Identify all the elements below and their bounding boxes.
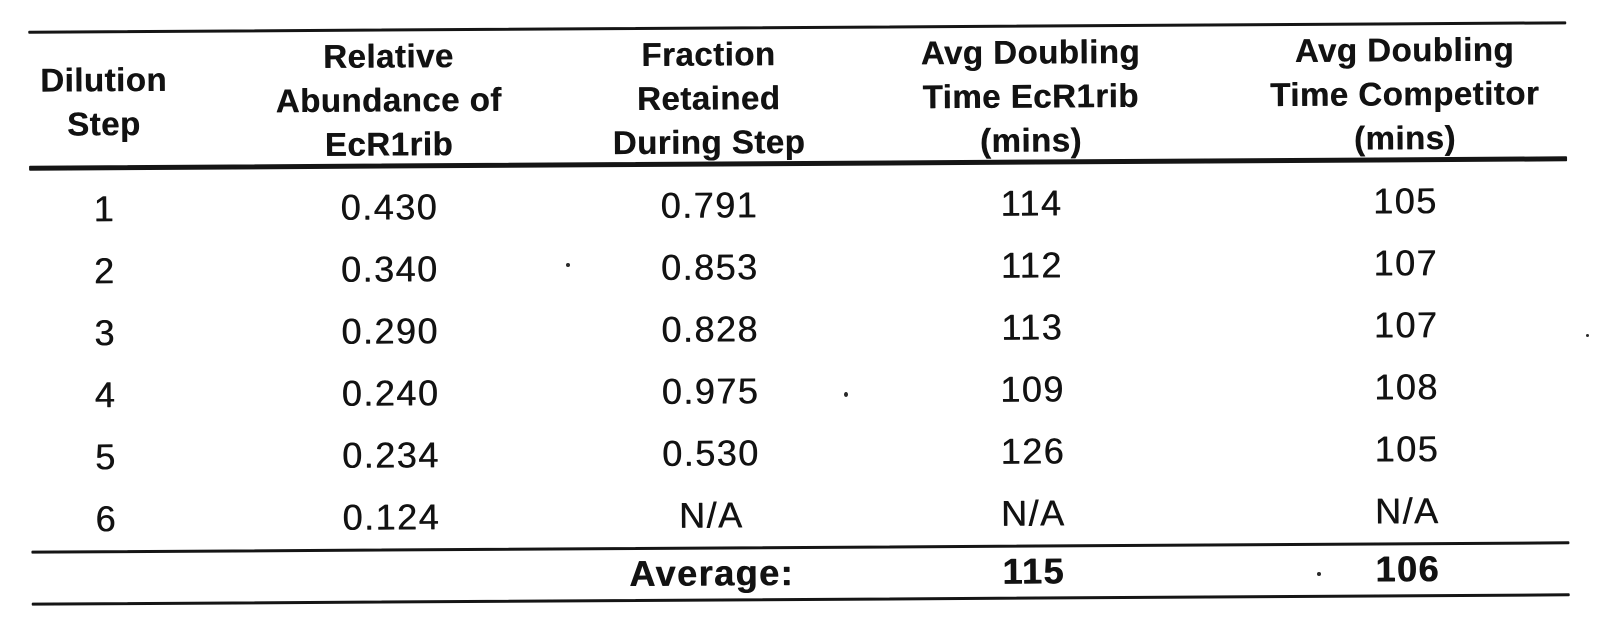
header-line: Avg Doubling xyxy=(920,32,1141,72)
table-cell: 0.791 xyxy=(660,184,759,226)
table-header-row: Dilution Step Relative Abundance of EcR1… xyxy=(28,27,1567,168)
table-cell: 3 xyxy=(94,312,116,354)
results-table: Dilution Step Relative Abundance of EcR1… xyxy=(28,21,1570,608)
table-cell: N/A xyxy=(678,494,744,536)
table-cell: N/A xyxy=(1000,492,1066,534)
header-line: Time EcR1rib xyxy=(922,76,1139,116)
table-cell: 4 xyxy=(94,374,117,416)
summary-spacer xyxy=(31,553,181,602)
table-cell: 114 xyxy=(1000,182,1063,224)
table-cell: 0.853 xyxy=(660,246,759,288)
header-cell-fraction-retained: Fraction Retained During Step xyxy=(598,32,819,165)
header-line: During Step xyxy=(612,122,806,162)
header-line: Step xyxy=(66,105,141,143)
header-line: Retained xyxy=(636,79,781,117)
table-row: 1 0.430 0.791 114 105 xyxy=(29,169,1567,240)
scan-speck xyxy=(1317,572,1321,576)
table-cell: 0.828 xyxy=(661,308,760,350)
header-line: (mins) xyxy=(1353,118,1457,157)
summary-value-competitor: 106 xyxy=(1375,548,1440,590)
header-cell-relative-abundance: Relative Abundance of EcR1rib xyxy=(178,33,599,168)
header-line: Fraction xyxy=(641,35,776,73)
table-cell: 5 xyxy=(94,436,117,478)
header-line: Dilution xyxy=(40,60,168,99)
table-body: 1 0.430 0.791 114 105 2 0.340 0.853 112 … xyxy=(29,169,1569,550)
table-cell: 0.530 xyxy=(661,432,760,474)
table-cell: 109 xyxy=(1000,368,1065,410)
table-row: 5 0.234 0.530 126 105 xyxy=(31,417,1569,488)
table-cell: 107 xyxy=(1373,242,1439,284)
table-cell: 107 xyxy=(1373,304,1439,346)
header-line: EcR1rib xyxy=(324,125,454,163)
table-cell: 0.975 xyxy=(661,370,760,412)
scan-speck xyxy=(566,263,570,267)
table-cell: 0.234 xyxy=(341,434,440,476)
header-line: (mins) xyxy=(979,121,1083,159)
table-cell: 105 xyxy=(1372,180,1438,222)
table-cell: N/A xyxy=(1374,490,1440,532)
table-row: 4 0.240 0.975 109 108 xyxy=(30,355,1568,426)
table-cell: 112 xyxy=(1000,244,1063,286)
table-cell: 6 xyxy=(95,498,118,540)
table-cell: 0.290 xyxy=(341,310,440,352)
table-cell: 0.240 xyxy=(341,372,440,414)
table-cell: 113 xyxy=(1001,306,1064,348)
header-cell-doubling-ecr1rib: Avg Doubling Time EcR1rib (mins) xyxy=(818,29,1243,164)
table-cell: 108 xyxy=(1374,366,1439,408)
header-line: Avg Doubling xyxy=(1294,30,1515,69)
table-cell: 105 xyxy=(1374,428,1440,470)
summary-row: Average: 115 106 xyxy=(31,544,1569,601)
header-line: Time Competitor xyxy=(1270,74,1540,114)
table-cell: 0.124 xyxy=(342,496,441,538)
table-cell: 1 xyxy=(93,188,116,230)
table-cell: 126 xyxy=(1000,430,1066,472)
header-cell-dilution-step: Dilution Step xyxy=(28,36,179,169)
scan-speck xyxy=(1586,334,1589,337)
summary-spacer xyxy=(181,550,601,601)
table-row: 2 0.340 0.853 112 107 xyxy=(30,231,1568,302)
header-cell-doubling-competitor: Avg Doubling Time Competitor (mins) xyxy=(1242,27,1567,161)
table-cell: 2 xyxy=(93,250,116,292)
scan-speck xyxy=(844,392,848,397)
summary-label: Average: xyxy=(629,552,795,595)
header-line: Relative xyxy=(323,37,454,75)
table-row: 6 0.124 N/A N/A N/A xyxy=(31,479,1569,550)
table-cell: 0.340 xyxy=(340,248,439,290)
table-row: 3 0.290 0.828 113 107 xyxy=(30,293,1568,364)
summary-value-ecr1rib: 115 xyxy=(1002,550,1065,592)
header-line: Abundance of xyxy=(275,80,502,120)
table-cell: 0.430 xyxy=(340,186,439,228)
